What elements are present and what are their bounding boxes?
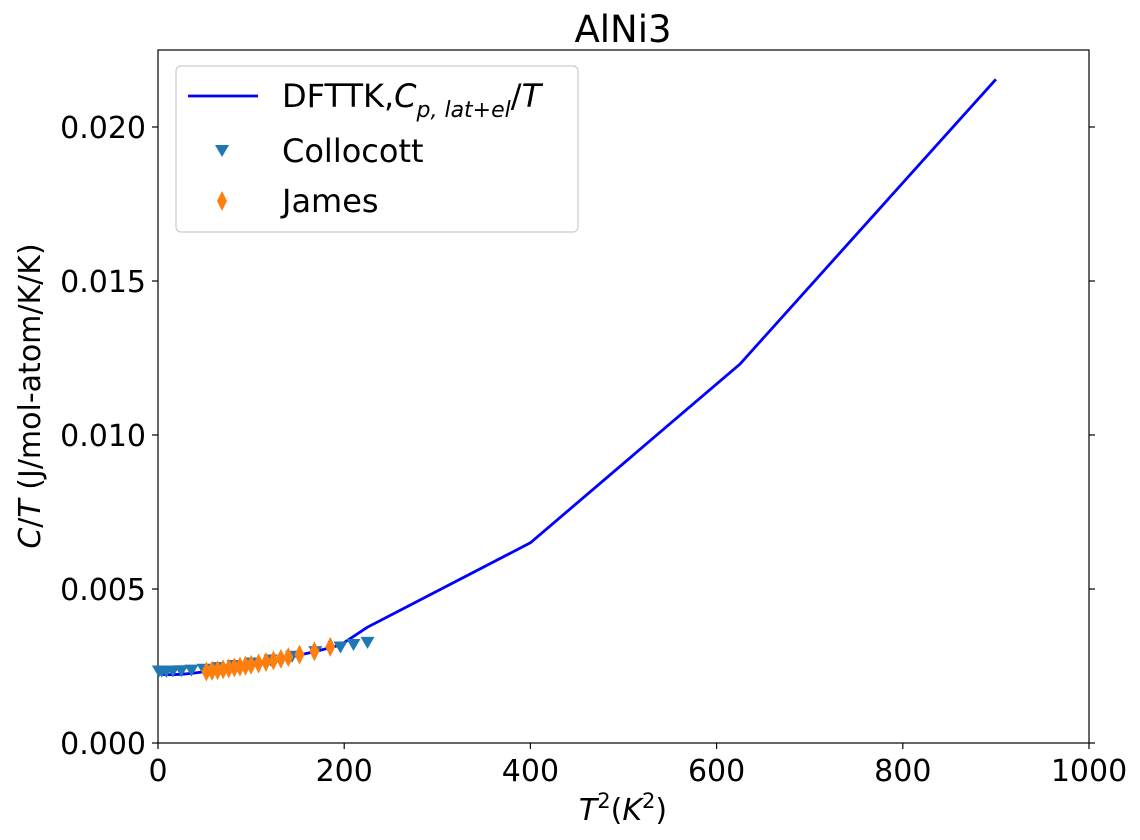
james-point bbox=[325, 636, 336, 657]
x-axis: 0 200 400 600 800 1000 bbox=[148, 743, 1127, 789]
james-point bbox=[294, 644, 305, 665]
james-point bbox=[229, 657, 240, 678]
james-point bbox=[218, 659, 229, 680]
james-point bbox=[260, 651, 271, 672]
y-tick-label: 0.015 bbox=[60, 265, 146, 300]
james-point bbox=[223, 658, 234, 679]
y-tick-label: 0.000 bbox=[60, 727, 146, 762]
x-tick-label: 400 bbox=[502, 754, 559, 789]
james-point bbox=[201, 661, 212, 682]
x-axis-label: T2(K2) bbox=[579, 789, 667, 828]
x-tick-label: 800 bbox=[874, 754, 931, 789]
y-tick-label: 0.020 bbox=[60, 111, 146, 146]
james-point bbox=[206, 660, 217, 681]
y-tick-label: 0.005 bbox=[60, 573, 146, 608]
series-layer bbox=[151, 78, 997, 682]
james-point bbox=[268, 650, 279, 671]
x-tick-label: 0 bbox=[148, 754, 167, 789]
collocott-point bbox=[174, 665, 189, 678]
james-point bbox=[275, 648, 286, 669]
legend-label-collocott: Collocott bbox=[282, 132, 424, 170]
x-tick-label: 600 bbox=[688, 754, 745, 789]
legend: DFTTK,Cp, lat+el/T Collocott James bbox=[175, 65, 579, 233]
y-axis-label: C/T (J/mol-atom/K/K) bbox=[13, 243, 48, 548]
legend-marker-collocott bbox=[215, 145, 229, 157]
james-point bbox=[246, 654, 257, 675]
james-point bbox=[212, 660, 223, 681]
legend-box bbox=[175, 65, 579, 233]
legend-label-james: James bbox=[280, 182, 379, 220]
plot-area-frame bbox=[157, 49, 1090, 744]
collocott-point bbox=[184, 664, 199, 677]
legend-label-dfttk: DFTTK,Cp, lat+el/T bbox=[282, 77, 544, 123]
james-point bbox=[240, 655, 251, 676]
x-tick-label: 1000 bbox=[1051, 754, 1127, 789]
x-tick-label: 200 bbox=[316, 754, 373, 789]
james-point bbox=[234, 656, 245, 677]
chart-title: AlNi3 bbox=[574, 8, 671, 51]
y-tick-label: 0.010 bbox=[60, 419, 146, 454]
collocott-point bbox=[360, 636, 375, 649]
legend-marker-james bbox=[217, 191, 227, 211]
james-point bbox=[283, 647, 294, 668]
y-axis: 0.000 0.005 0.010 0.015 0.020 bbox=[60, 111, 1095, 762]
collocott-point bbox=[333, 641, 348, 654]
collocott-point bbox=[346, 639, 361, 652]
james-point bbox=[309, 641, 320, 662]
james-point bbox=[253, 653, 264, 674]
